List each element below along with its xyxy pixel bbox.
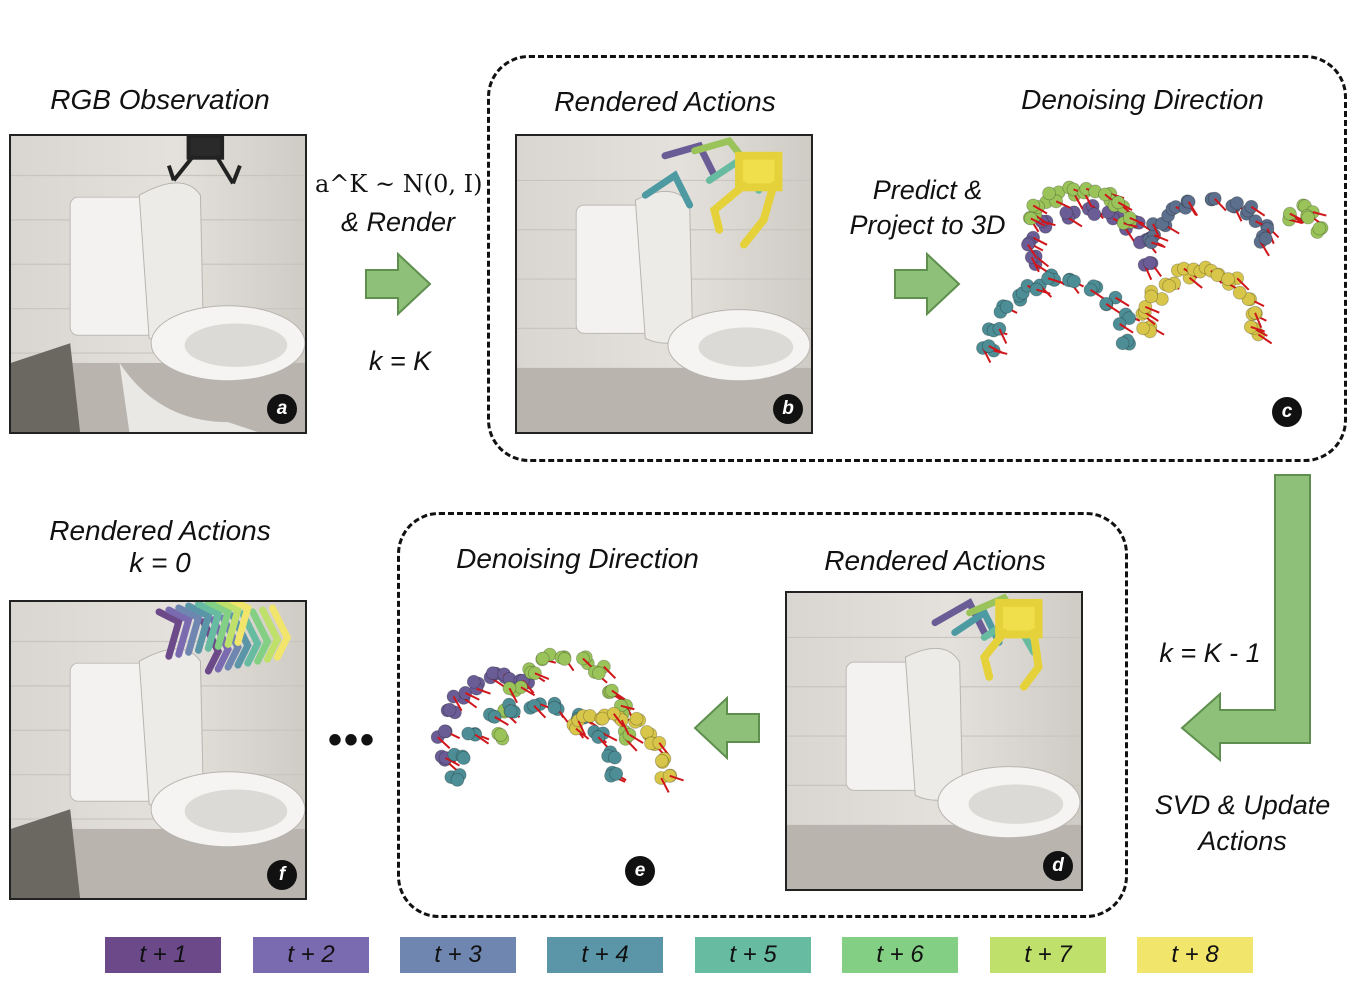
legend-swatch-6: t + 6: [842, 937, 958, 973]
toilet-scene-d: [787, 593, 1081, 889]
legend-swatch-8: t + 8: [1137, 937, 1253, 973]
right-arrow-2: [894, 252, 961, 316]
rendered-actions-image-b: b: [515, 134, 813, 434]
panel-f-badge: f: [267, 860, 297, 890]
ellipsis: •••: [328, 718, 377, 762]
panel-e-title: Denoising Direction: [456, 543, 699, 574]
toilet-scene-a: [11, 136, 305, 432]
k-equals-K-label: k = K: [368, 346, 432, 376]
panel-b-title: Rendered Actions: [554, 86, 776, 117]
toilet-scene-b: [517, 136, 811, 432]
panel-d-badge: d: [1043, 851, 1073, 881]
panel-f-title-line2: k = 0: [129, 547, 191, 578]
left-arrow: [693, 696, 760, 760]
panel-b-badge: b: [773, 394, 803, 424]
panel-a-badge: a: [267, 394, 297, 424]
panel-d-title: Rendered Actions: [824, 545, 1046, 576]
render-label: & Render: [340, 207, 456, 237]
denoising-direction-cloud-e: e: [425, 625, 695, 895]
legend-swatch-2: t + 2: [253, 937, 369, 973]
panel-f-title-line1: Rendered Actions: [49, 515, 271, 546]
legend-swatch-7: t + 7: [990, 937, 1106, 973]
rendered-actions-image-d: d: [785, 591, 1083, 891]
legend-swatch-4: t + 4: [547, 937, 663, 973]
predict-label: Predict &: [872, 175, 983, 205]
gripper-trajectory-fan: [155, 602, 292, 675]
top-denoising-group: [487, 55, 1347, 462]
bottom-denoising-group: [397, 512, 1128, 918]
toilet-scene-f: [11, 602, 305, 898]
legend-swatch-5: t + 5: [695, 937, 811, 973]
panel-e-badge: e: [625, 856, 655, 886]
sample-noise-formula: a^K ~ N(0, I): [315, 170, 483, 198]
right-arrow-1: [365, 252, 432, 316]
legend-swatch-1: t + 1: [105, 937, 221, 973]
panel-c-badge: c: [1272, 397, 1302, 427]
l-shaped-arrow: [1180, 474, 1311, 763]
rendered-actions-image-f: f: [9, 600, 307, 900]
point-cloud-e: [430, 647, 684, 793]
denoising-direction-cloud-c: c: [970, 160, 1330, 430]
svd-actions-label: Actions: [1198, 826, 1287, 856]
svd-update-label: SVD & Update: [1154, 790, 1331, 820]
project-label: Project to 3D: [849, 210, 1006, 240]
rgb-observation-image: a: [9, 134, 307, 434]
panel-a-title: RGB Observation: [50, 84, 270, 115]
point-cloud-c: [976, 180, 1329, 363]
k-equals-K-minus-1-label: k = K - 1: [1159, 638, 1261, 668]
legend-swatch-3: t + 3: [400, 937, 516, 973]
panel-c-title: Denoising Direction: [1021, 84, 1264, 115]
